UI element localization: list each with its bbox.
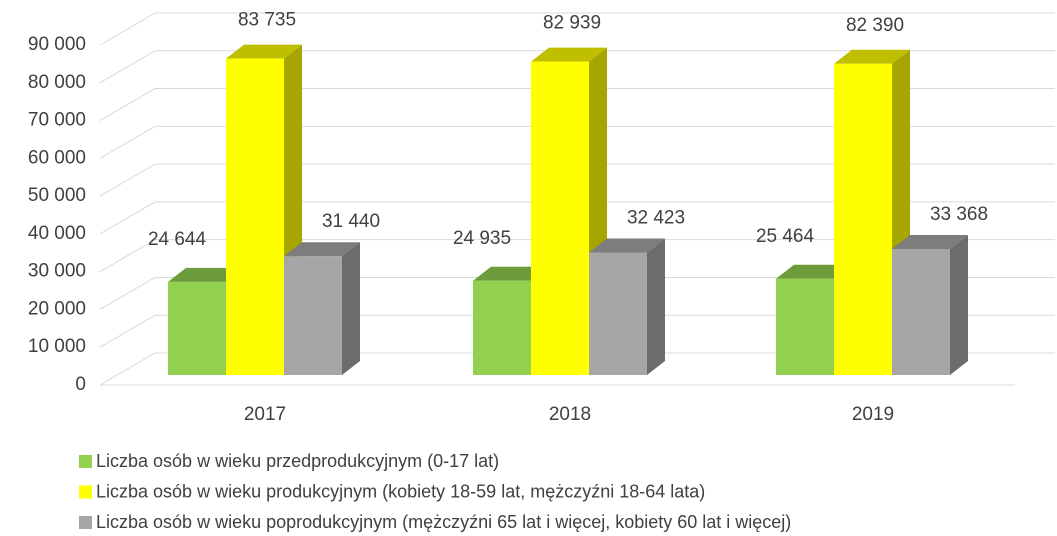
bar-front — [531, 61, 589, 375]
legend-swatch — [79, 485, 92, 499]
y-tick-label: 90 000 — [28, 34, 86, 55]
bar-top — [892, 234, 968, 249]
bar-top — [776, 264, 852, 279]
y-tick-label: 60 000 — [28, 147, 86, 168]
bar-side — [647, 238, 665, 375]
bar — [892, 234, 968, 375]
bar-top — [473, 266, 549, 281]
bar-front — [284, 256, 342, 375]
bar-top — [531, 47, 607, 62]
grid-line — [99, 88, 1055, 121]
y-tick-label: 10 000 — [28, 336, 86, 357]
grid-line — [99, 352, 1055, 386]
grid-line — [99, 12, 1055, 46]
grid-line — [99, 201, 1055, 235]
bar-top — [834, 49, 910, 64]
bar-front — [589, 252, 647, 375]
bar-top — [226, 44, 302, 59]
bar-top — [168, 267, 244, 282]
bar — [284, 242, 360, 375]
bar-side — [342, 242, 360, 375]
x-tick-label: 2017 — [244, 404, 286, 425]
y-tick-label: 50 000 — [28, 185, 86, 206]
grid-line — [99, 163, 1055, 197]
data-label: 82 390 — [846, 15, 904, 36]
legend-label: Liczba osób w wieku produkcyjnym (kobiet… — [96, 481, 705, 501]
bar-front — [776, 278, 834, 375]
bar-front — [473, 280, 531, 375]
bar-top — [589, 238, 665, 253]
data-label: 25 464 — [756, 226, 815, 247]
y-tick-label: 40 000 — [28, 223, 86, 244]
y-tick-label: 70 000 — [28, 110, 86, 131]
grid-line — [99, 276, 1055, 310]
legend-label: Liczba osób w wieku poprodukcyjnym (mężc… — [96, 512, 791, 532]
legend-swatch — [79, 455, 92, 468]
grid-line — [99, 314, 1055, 348]
y-tick-label: 80 000 — [28, 72, 86, 93]
data-label: 82 939 — [543, 13, 601, 34]
bar-front — [168, 281, 226, 375]
bar-top — [284, 242, 360, 257]
bar-front — [892, 248, 950, 375]
grid-line — [99, 239, 1055, 273]
y-tick-label: 0 — [75, 374, 86, 395]
data-label: 24 935 — [453, 228, 511, 249]
bar — [589, 238, 665, 375]
data-label: 32 423 — [627, 208, 685, 229]
bar-front — [834, 63, 892, 375]
y-tick-label: 30 000 — [28, 261, 86, 282]
grid-line — [99, 125, 1055, 159]
bar-front — [226, 58, 284, 375]
grid-line — [99, 50, 1055, 84]
data-label: 33 368 — [930, 204, 988, 225]
data-label: 24 644 — [148, 229, 207, 250]
y-tick-label: 20 000 — [28, 298, 86, 319]
bar-side — [950, 234, 968, 375]
legend-label: Liczba osób w wieku przedprodukcyjnym (0… — [96, 451, 499, 471]
data-label: 83 735 — [238, 10, 296, 31]
data-label: 31 440 — [322, 211, 380, 232]
x-tick-label: 2018 — [549, 404, 591, 425]
legend-swatch — [79, 516, 92, 529]
x-tick-label: 2019 — [852, 404, 894, 425]
